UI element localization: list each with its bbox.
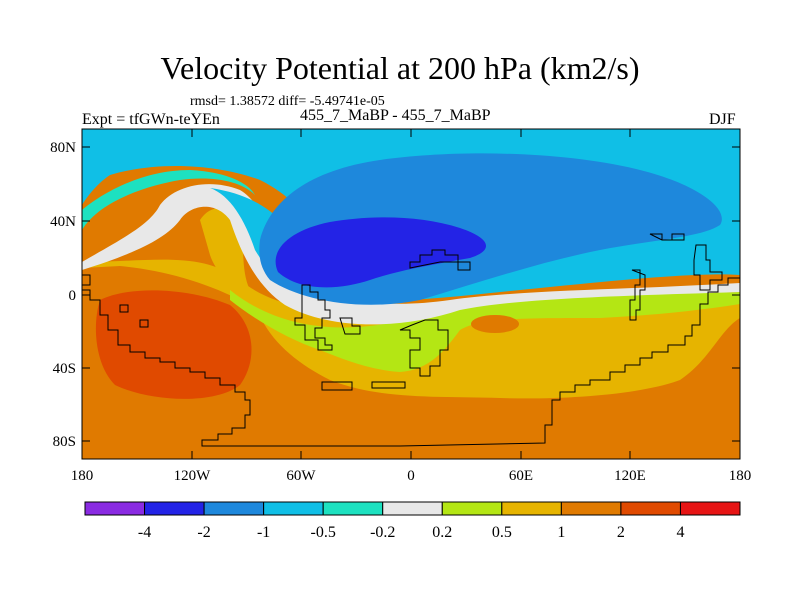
season-label: DJF: [709, 111, 736, 128]
lon-tick-label: 60E: [509, 468, 533, 484]
colorbar-label: -0.2: [370, 524, 395, 541]
lat-tick-label: 80N: [50, 140, 76, 156]
map-plot-area: [82, 129, 740, 459]
colorbar-label: -4: [138, 524, 151, 541]
colorbar-swatch: [382, 501, 443, 516]
lon-tick-label: 0: [407, 468, 415, 484]
colorbar-swatch: [441, 501, 503, 516]
stats-label: rmsd= 1.38572 diff= -5.49741e-05: [190, 94, 385, 109]
colorbar-label: -2: [197, 524, 210, 541]
lat-tick-label: 40S: [53, 361, 76, 377]
colorbar-label: 4: [676, 524, 684, 541]
runs-label: 455_7_MaBP - 455_7_MaBP: [300, 107, 491, 124]
lat-tick-labels: 80N 40N 0 40S 80S: [50, 140, 76, 450]
colorbar-label: -1: [257, 524, 270, 541]
chart-title: Velocity Potential at 200 hPa (km2/s): [160, 50, 640, 86]
lat-tick-label: 0: [69, 288, 77, 304]
colorbar-label: 1: [557, 524, 565, 541]
lon-tick-labels: 180 120W 60W 0 60E 120E 180: [71, 468, 752, 484]
field-positive-4: [95, 290, 252, 399]
colorbar-swatch: [501, 501, 562, 516]
lon-tick-label: 180: [71, 468, 94, 484]
colorbar-label: 2: [617, 524, 625, 541]
coastlines: [82, 233, 740, 447]
colorbar-label: 0.5: [492, 524, 512, 541]
field-positive-05: [230, 290, 740, 372]
colorbar-swatch: [203, 501, 265, 516]
field-negative-2: [275, 217, 487, 288]
colorbar-swatch: [620, 501, 681, 516]
colorbar-swatch: [84, 501, 146, 516]
colorbar: [84, 501, 741, 516]
lat-tick-label: 40N: [50, 214, 76, 230]
colorbar-swatch: [144, 501, 205, 516]
colorbar-label: 0.2: [432, 524, 452, 541]
lon-tick-label: 180: [729, 468, 752, 484]
lon-tick-label: 120W: [174, 468, 212, 484]
field-positive-2b: [471, 315, 519, 333]
lat-tick-label: 80S: [53, 434, 76, 450]
lon-tick-label: 60W: [286, 468, 316, 484]
colorbar-swatch: [263, 501, 324, 516]
colorbar-label: -0.5: [311, 524, 336, 541]
experiment-label: Expt = tfGWn-teYEn: [82, 111, 220, 128]
lon-tick-label: 120E: [614, 468, 646, 484]
colorbar-swatch: [679, 501, 741, 516]
colorbar-swatch: [560, 501, 622, 516]
lat-tick-marks: [82, 146, 740, 442]
colorbar-swatch: [322, 501, 384, 516]
field-negative-02: [82, 170, 255, 230]
colorbar-labels: -4 -2 -1 -0.5 -0.2 0.2 0.5 1 2 4: [138, 524, 685, 541]
lon-tick-marks: [81, 129, 741, 459]
